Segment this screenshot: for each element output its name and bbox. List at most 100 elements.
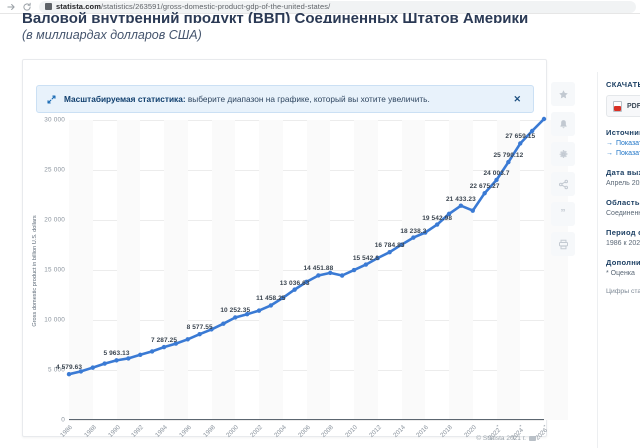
chart-data-point[interactable]: [518, 141, 523, 146]
chart-data-point[interactable]: [102, 361, 107, 366]
forward-arrow-icon[interactable]: [5, 1, 16, 12]
chart-card: Масштабируемая статистика: выберите диап…: [22, 59, 568, 442]
chart-data-point[interactable]: [66, 372, 72, 377]
page-title: Валовой внутренний продукт (ВВП) Соедине…: [22, 10, 529, 23]
sidebar-source-link-1[interactable]: → Показать источник: [606, 140, 640, 147]
x-axis-tick: 2014: [391, 424, 407, 439]
chart-data-point[interactable]: [209, 327, 214, 332]
chart-band: [354, 120, 378, 420]
chart-data-point[interactable]: [244, 311, 250, 317]
x-axis-tick: 2002: [249, 424, 264, 439]
sidebar-source-link-2[interactable]: → Показать подробности: [606, 150, 640, 157]
y-axis-tick: 15 000: [44, 266, 65, 274]
page-content: Валовой внутренний продукт (ВВП) Соедине…: [0, 10, 640, 448]
chart-data-label: 13 036.63: [279, 279, 310, 287]
chart-data-point[interactable]: [328, 270, 333, 276]
chart-data-point[interactable]: [149, 349, 155, 354]
favorite-star-icon[interactable]: [551, 82, 575, 106]
download-pdf-button[interactable]: PDF+: [606, 95, 640, 117]
sidebar-date-heading: Дата выхода: [606, 168, 640, 177]
sidebar-download-heading: СКАЧАТЬ: [606, 80, 640, 89]
chart-data-point[interactable]: [387, 249, 392, 255]
quote-icon[interactable]: ”: [551, 202, 575, 226]
chart-data-label: 11 458.25: [256, 295, 286, 303]
chart-data-label: 8 577.55: [186, 324, 213, 332]
chart-data-point[interactable]: [446, 211, 452, 217]
x-axis-tick: 1986: [59, 424, 74, 439]
zoom-notice-rest: выберите диапазон на графике, который вы…: [185, 94, 430, 104]
chart-data-point[interactable]: [90, 365, 95, 370]
y-axis-tick: 0: [61, 416, 65, 424]
zoom-notice-text: Масштабируемая статистика: выберите диап…: [64, 94, 430, 104]
copyright-text: © Statista 2021 г.: [476, 435, 526, 442]
chart-data-point[interactable]: [78, 369, 84, 374]
y-axis-tick: 10 000: [44, 316, 65, 324]
chart-data-point[interactable]: [423, 230, 428, 235]
chart-data-point[interactable]: [375, 255, 380, 261]
chart-data-point[interactable]: [197, 332, 202, 337]
chart-data-point[interactable]: [470, 208, 475, 213]
chart-data-point[interactable]: [161, 344, 167, 350]
x-axis-tick: 2012: [367, 424, 383, 439]
chart-data-point[interactable]: [126, 356, 131, 361]
chart-data-point[interactable]: [268, 303, 274, 308]
zoom-notice-strong: Масштабируемая статистика:: [64, 94, 186, 104]
chart-data-label: 4 579.63: [55, 364, 83, 372]
chart-data-point[interactable]: [316, 273, 321, 278]
chart-band: [401, 120, 426, 420]
chart-data-point[interactable]: [185, 337, 190, 342]
chart-data-point[interactable]: [434, 222, 440, 227]
chart-data-point[interactable]: [173, 341, 179, 346]
address-bar-url: statista.com/statistics/263591/gross-dom…: [56, 2, 330, 11]
notification-bell-icon[interactable]: [551, 112, 575, 136]
chart-data-point[interactable]: [363, 262, 369, 267]
chart-data-point[interactable]: [221, 321, 226, 326]
chart-data-point[interactable]: [351, 267, 357, 273]
sidebar-region-value: Соединенные Штаты: [606, 210, 640, 217]
x-axis-tick: 1988: [82, 424, 98, 439]
chart-data-point[interactable]: [494, 177, 499, 183]
chart-data-label: 10 252.35: [220, 307, 251, 315]
chart-data-point[interactable]: [458, 203, 464, 208]
page-subtitle: (в миллиардах долларов США): [22, 28, 202, 42]
chart-data-point[interactable]: [482, 191, 487, 196]
x-axis-tick: 2006: [296, 424, 312, 439]
print-icon[interactable]: [551, 232, 575, 256]
url-domain: statista.com: [56, 2, 101, 11]
close-icon[interactable]: ✕: [513, 93, 521, 104]
chart-data-point[interactable]: [541, 116, 547, 122]
arrow-right-icon: →: [606, 140, 613, 147]
chart-data-point[interactable]: [292, 287, 297, 292]
chart-band: [449, 120, 473, 420]
chart-plot-area[interactable]: Gross domestic product in billion U.S. d…: [23, 116, 568, 442]
y-axis-tick: 20 000: [44, 216, 65, 224]
address-bar[interactable]: statista.com/statistics/263591/gross-dom…: [39, 0, 636, 13]
chart-data-point[interactable]: [138, 352, 143, 357]
chart-data-point[interactable]: [280, 295, 285, 301]
chart-data-point[interactable]: [339, 273, 345, 278]
chart-data-label: 5 963.13: [103, 350, 130, 358]
chart-data-point[interactable]: [506, 159, 511, 165]
reload-icon[interactable]: [21, 1, 32, 12]
chart-band: [306, 120, 331, 420]
chart-data-point[interactable]: [411, 235, 416, 240]
chart-data-point[interactable]: [233, 315, 238, 320]
site-info-icon[interactable]: [45, 3, 52, 10]
y-axis-tick: 30 000: [44, 116, 65, 124]
chart-data-point[interactable]: [114, 358, 119, 363]
x-axis-tick: 1998: [201, 424, 217, 439]
sidebar-note: Цифры статистики: [606, 288, 640, 295]
chart-data-point[interactable]: [304, 279, 309, 285]
chart-data-label: 27 659.15: [505, 133, 536, 141]
chart-data-point[interactable]: [399, 242, 404, 247]
chart-band: [116, 120, 141, 420]
chart-data-point[interactable]: [529, 128, 535, 134]
y-axis-tick: 5 000: [48, 366, 65, 374]
chart-data-point[interactable]: [256, 308, 262, 313]
pdf-file-icon: [613, 100, 622, 112]
chart-data-label: 16 784.83: [374, 242, 405, 250]
share-icon[interactable]: [551, 172, 575, 196]
settings-gear-icon[interactable]: [551, 142, 575, 166]
chart-line-series: [66, 116, 547, 377]
